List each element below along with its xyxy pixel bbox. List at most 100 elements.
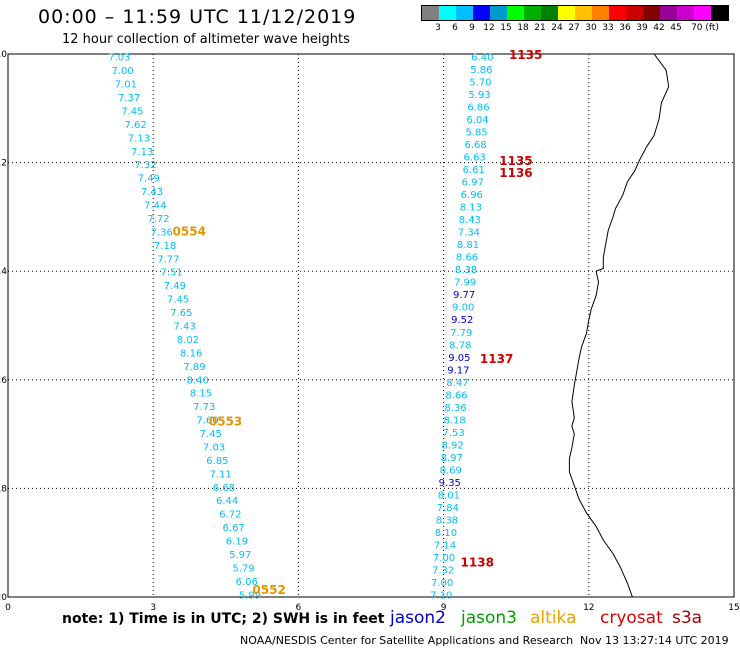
x-tick-label: 6 xyxy=(296,603,302,613)
wave-height-value: 7.60 xyxy=(196,416,218,427)
wave-height-value: 6.63 xyxy=(464,153,486,164)
legend-label: 70 (ft) xyxy=(691,23,719,33)
wave-height-value: 7.32 xyxy=(432,565,454,576)
wave-height-value: 7.13 xyxy=(131,147,153,158)
wave-height-value: 7.73 xyxy=(193,402,215,413)
wave-height-value: 8.78 xyxy=(449,340,471,351)
wave-height-value: 6.72 xyxy=(219,510,241,521)
wave-height-value: 7.14 xyxy=(434,540,456,551)
y-tick-label: 16 xyxy=(0,376,7,386)
legend-label: 36 xyxy=(619,23,631,33)
coastline xyxy=(568,53,670,598)
map-frame xyxy=(7,53,735,598)
legend-label: 30 xyxy=(585,23,597,33)
legend-swatch xyxy=(439,6,456,20)
wave-height-value: 5.85 xyxy=(465,128,487,139)
y-tick-label: 18 xyxy=(0,484,7,494)
legend-swatch xyxy=(677,6,694,20)
y-tick-label: 12 xyxy=(0,159,7,169)
legend-swatch xyxy=(575,6,592,20)
wave-height-value: 6.96 xyxy=(461,190,483,201)
wave-height-value: 5.93 xyxy=(468,90,490,101)
wave-height-value: 7.37 xyxy=(118,93,140,104)
wave-height-value: 7.03 xyxy=(203,442,225,453)
wave-height-value: 7.45 xyxy=(167,295,189,306)
wave-height-value: 8.40 xyxy=(187,375,209,386)
wave-height-value: 5.79 xyxy=(232,563,254,574)
wave-height-value: 8.38 xyxy=(436,515,458,526)
satellite-name: cryosat xyxy=(600,608,663,628)
legend-label: 3 xyxy=(435,23,441,33)
legend-swatch xyxy=(626,6,643,20)
wave-height-value: 7.84 xyxy=(437,503,459,514)
legend-colorbar xyxy=(421,5,729,21)
legend-label: 6 xyxy=(452,23,458,33)
wave-height-value: 5.99 xyxy=(239,590,261,601)
wave-height-value: 6.04 xyxy=(466,115,488,126)
timestamp-text: Nov 13 13:27:14 UTC 2019 xyxy=(580,634,729,647)
wave-height-value: 6.68 xyxy=(464,140,486,151)
wave-height-value: 7.44 xyxy=(144,201,166,212)
legend-label: 9 xyxy=(469,23,475,33)
wave-height-value: 5.86 xyxy=(470,65,492,76)
wave-height-value: 7.03 xyxy=(108,53,130,64)
pass-time-label: 0552 xyxy=(252,583,285,597)
legend-swatch xyxy=(660,6,677,20)
wave-height-value: 7.34 xyxy=(458,228,480,239)
wave-height-value: 9.17 xyxy=(447,365,469,376)
wave-height-value: 9.52 xyxy=(451,315,473,326)
wave-height-value: 6.85 xyxy=(206,456,228,467)
legend-swatch xyxy=(456,6,473,20)
wave-height-value: 6.40 xyxy=(471,53,493,64)
wave-height-value: 8.02 xyxy=(177,335,199,346)
wave-height-value: 9.00 xyxy=(452,303,474,314)
pass-time-label: 1135 xyxy=(499,154,532,168)
legend-label: 33 xyxy=(602,23,614,33)
wave-height-value: 7.49 xyxy=(138,174,160,185)
legend-swatch xyxy=(490,6,507,20)
wave-height-value: 9.77 xyxy=(453,290,475,301)
legend-swatch xyxy=(609,6,626,20)
wave-height-value: 7.62 xyxy=(125,120,147,131)
wave-height-value: 8.81 xyxy=(457,240,479,251)
page-subtitle: 12 hour collection of altimeter wave hei… xyxy=(62,32,350,47)
x-tick-label: 0 xyxy=(5,603,11,613)
wave-height-value: 6.06 xyxy=(236,577,258,588)
pass-time-label: 0553 xyxy=(209,415,242,429)
legend-label: 24 xyxy=(551,23,563,33)
wave-height-value: 8.66 xyxy=(456,253,478,264)
legend-swatch xyxy=(643,6,660,20)
wave-height-value: 7.79 xyxy=(450,328,472,339)
wave-height-value: 8.38 xyxy=(455,265,477,276)
legend-swatch xyxy=(558,6,575,20)
wave-height-value: 8.15 xyxy=(190,389,212,400)
legend-swatch xyxy=(422,6,439,20)
wave-height-value: 7.00 xyxy=(111,66,133,77)
wave-height-value: 8.69 xyxy=(440,465,462,476)
wave-height-value: 7.49 xyxy=(164,281,186,292)
wave-height-value: 7.65 xyxy=(170,308,192,319)
wave-height-value: 7.43 xyxy=(141,187,163,198)
legend-label: 39 xyxy=(636,23,648,33)
legend-swatch xyxy=(541,6,558,20)
legend-labels: 3 6 9 12 15 18 21 24 27 30 33 36 39 42 45 70 (ft) xyxy=(421,21,729,35)
footer-note: note: 1) Time is in UTC; 2) SWH is in fe… xyxy=(62,611,385,627)
wave-height-value: 6.68 xyxy=(213,483,235,494)
y-tick-label: 20 xyxy=(0,593,7,603)
credit-text: NOAA/NESDIS Center for Satellite Applica… xyxy=(240,634,574,647)
wave-height-value: 7.89 xyxy=(183,362,205,373)
wave-height-value: 7.51 xyxy=(160,268,182,279)
wave-height-value: 7.53 xyxy=(442,428,464,439)
legend-label: 18 xyxy=(517,23,529,33)
wave-height-value: 6.19 xyxy=(226,537,248,548)
wave-height-value: 7.01 xyxy=(115,80,137,91)
satellite-name: s3a xyxy=(672,608,703,628)
satellite-name: altika xyxy=(530,608,577,628)
legend-label: 27 xyxy=(568,23,580,33)
legend-label: 45 xyxy=(670,23,682,33)
wave-height-value: 7.13 xyxy=(128,133,150,144)
wave-height-value: 5.97 xyxy=(229,550,251,561)
wave-height-value: 8.47 xyxy=(446,378,468,389)
legend-swatch xyxy=(592,6,609,20)
